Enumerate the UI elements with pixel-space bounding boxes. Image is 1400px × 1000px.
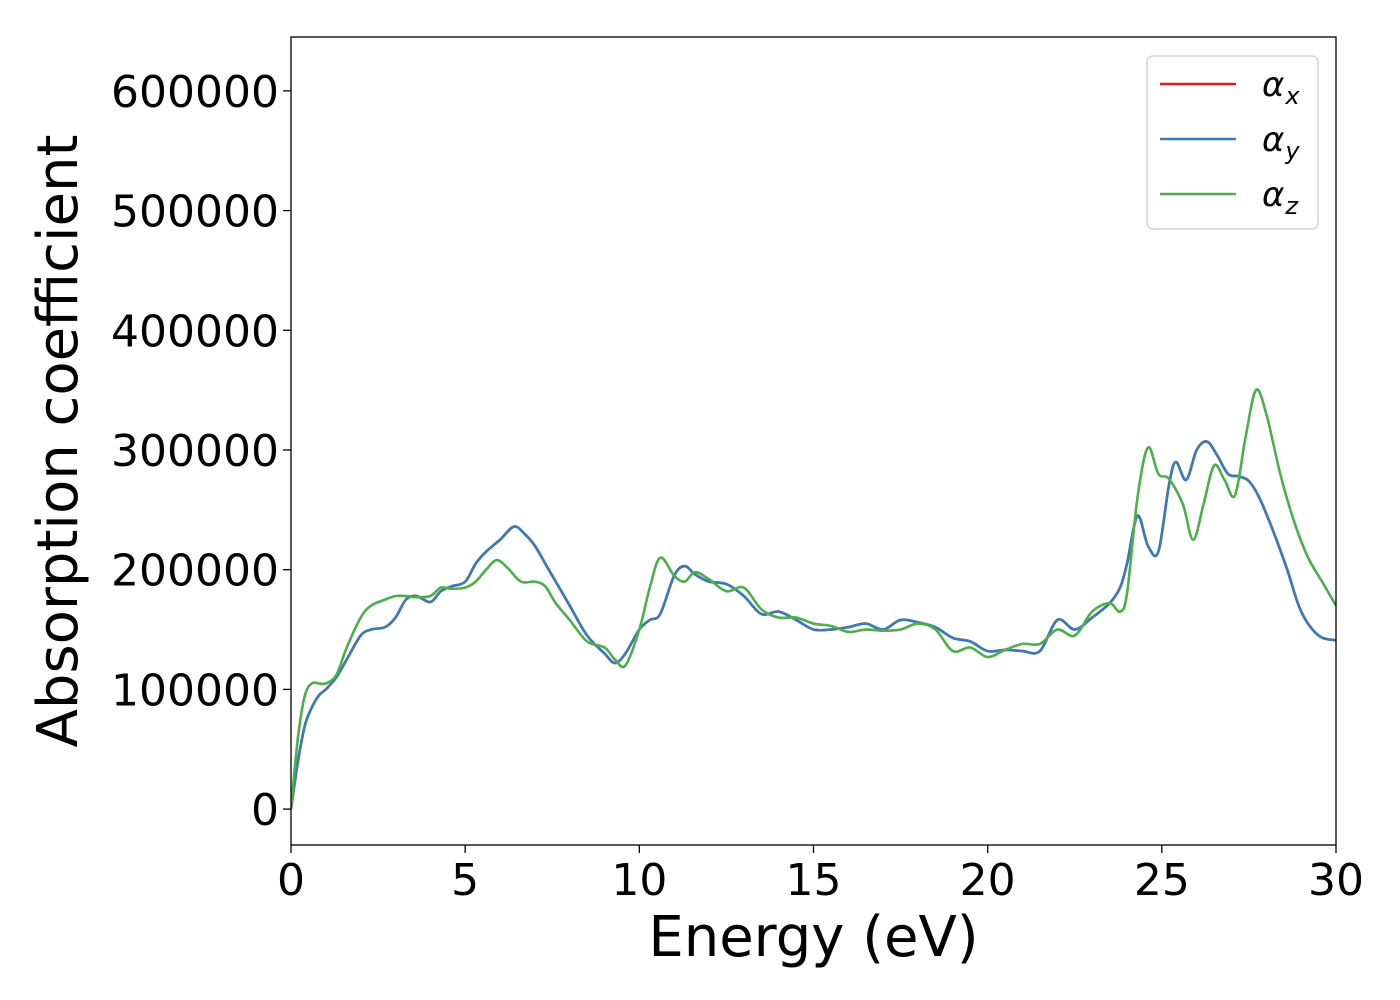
y-tick-label: 400000: [111, 306, 279, 357]
y-tick-label: 500000: [111, 187, 279, 238]
series-layer: [291, 388, 1336, 810]
x-axis: 0 5 10 15 20 25 30: [277, 845, 1364, 906]
y-tick-label: 300000: [111, 426, 279, 477]
y-axis-title: Absorption coefficient: [26, 135, 91, 748]
y-tick-label: 600000: [111, 67, 279, 118]
x-tick-label: 30: [1308, 855, 1364, 906]
legend-box: [1146, 55, 1319, 230]
x-tick-label: 20: [960, 855, 1016, 906]
y-tick-label: 200000: [111, 546, 279, 597]
x-axis-title: Energy (eV): [648, 905, 978, 970]
x-tick-label: 5: [451, 855, 479, 906]
x-tick-label: 10: [611, 855, 667, 906]
x-tick-label: 15: [786, 855, 842, 906]
y-axis: 0 100000 200000 300000 400000 500000 600000: [111, 67, 291, 836]
x-tick-label: 25: [1134, 855, 1190, 906]
x-tick-label: 0: [277, 855, 305, 906]
series-line-z: [291, 388, 1336, 810]
y-tick-label: 100000: [111, 665, 279, 716]
y-tick-label: 0: [251, 785, 279, 836]
